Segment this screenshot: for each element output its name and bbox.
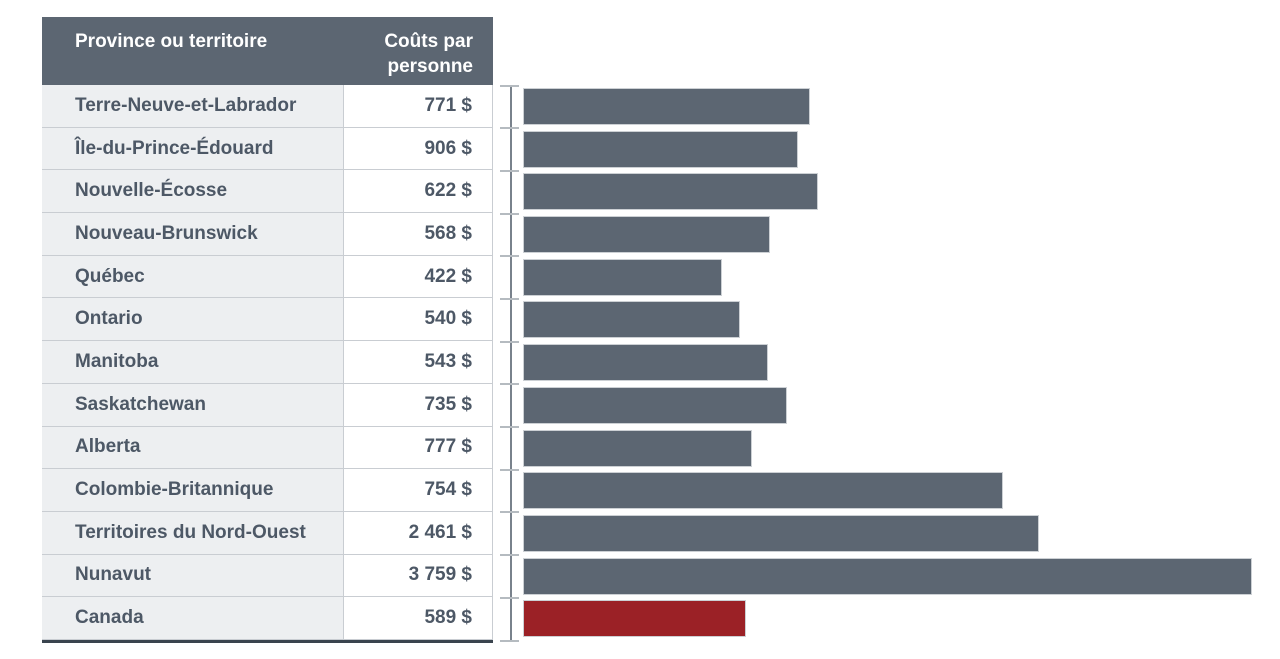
bar-saskatchewan — [524, 387, 786, 423]
cost-value: 754 $ — [343, 469, 493, 512]
table-header: Province ou territoire Coûts par personn… — [42, 17, 493, 85]
bar-terre-neuve-et-labrador — [524, 89, 809, 124]
axis-tick — [500, 255, 519, 258]
table-row: Canada 589 $ — [42, 597, 493, 640]
province-label: Nouvelle-Écosse — [42, 170, 343, 214]
table-row: Île-du-Prince-Édouard 906 $ — [42, 127, 493, 171]
table-bottom-border — [42, 640, 493, 643]
cost-value: 589 $ — [343, 597, 493, 640]
axis-tick — [500, 639, 519, 642]
bar-canada — [524, 601, 745, 637]
axis-tick — [500, 340, 519, 343]
province-label: Canada — [42, 597, 343, 640]
bar-nouveau-brunswick — [524, 217, 769, 253]
table-row: Nouvelle-Écosse 622 $ — [42, 170, 493, 214]
cost-value: 771 $ — [343, 85, 493, 128]
province-label: Manitoba — [42, 341, 343, 384]
table-body: Terre-Neuve-et-Labrador 771 $ Île-du-Princ… — [42, 85, 493, 640]
axis-tick — [500, 169, 519, 172]
data-table: Province ou territoire Coûts par personn… — [42, 17, 493, 643]
table-row: Territoires du Nord-Ouest 2 461 $ — [42, 511, 493, 555]
province-label: Québec — [42, 255, 343, 299]
bar-alberta — [524, 430, 751, 466]
y-axis-line — [510, 85, 512, 640]
cost-value: 622 $ — [343, 170, 493, 214]
axis-tick — [500, 127, 519, 130]
table-row: Saskatchewan 735 $ — [42, 383, 493, 427]
table-row: Nunavut 3 759 $ — [42, 554, 493, 598]
bar-ontario — [524, 302, 739, 338]
axis-tick — [500, 468, 519, 471]
province-label: Saskatchewan — [42, 383, 343, 427]
axis-tick — [500, 212, 519, 215]
axis-tick — [500, 596, 519, 599]
cost-value: 735 $ — [343, 383, 493, 427]
bar-qu-bec — [524, 259, 721, 295]
bar--le-du-prince-douard — [524, 131, 797, 167]
axis-tick — [500, 511, 519, 514]
province-label: Colombie-Britannique — [42, 469, 343, 512]
bar-colombie-britannique — [524, 473, 1002, 509]
axis-tick — [500, 383, 519, 386]
bar-territoires-du-nord-ouest — [524, 515, 1038, 551]
table-row: Colombie-Britannique 754 $ — [42, 469, 493, 512]
province-label: Territoires du Nord-Ouest — [42, 511, 343, 555]
axis-tick — [500, 84, 519, 87]
cost-value: 777 $ — [343, 426, 493, 470]
province-label: Alberta — [42, 426, 343, 470]
table-row: Alberta 777 $ — [42, 426, 493, 470]
table-row: Manitoba 543 $ — [42, 341, 493, 384]
table-row: Nouveau-Brunswick 568 $ — [42, 213, 493, 256]
cost-value: 543 $ — [343, 341, 493, 384]
bar-manitoba — [524, 345, 767, 381]
cost-value: 540 $ — [343, 298, 493, 342]
bar-nouvelle-cosse — [524, 174, 817, 210]
table-row: Ontario 540 $ — [42, 298, 493, 342]
province-label: Terre-Neuve-et-Labrador — [42, 85, 343, 128]
axis-tick — [500, 426, 519, 429]
bar-nunavut — [524, 558, 1251, 594]
province-label: Île-du-Prince-Édouard — [42, 127, 343, 171]
header-province: Province ou territoire — [75, 31, 268, 52]
province-label: Ontario — [42, 298, 343, 342]
axis-tick — [500, 297, 519, 300]
cost-value: 422 $ — [343, 255, 493, 299]
province-label: Nunavut — [42, 554, 343, 598]
cost-value: 568 $ — [343, 213, 493, 256]
table-row: Terre-Neuve-et-Labrador 771 $ — [42, 85, 493, 128]
axis-tick — [500, 554, 519, 557]
cost-value: 906 $ — [343, 127, 493, 171]
cost-value: 2 461 $ — [343, 511, 493, 555]
table-row: Québec 422 $ — [42, 255, 493, 299]
cost-value: 3 759 $ — [343, 554, 493, 598]
header-cost-per-person: Coûts par personne — [384, 31, 473, 78]
province-label: Nouveau-Brunswick — [42, 213, 343, 256]
